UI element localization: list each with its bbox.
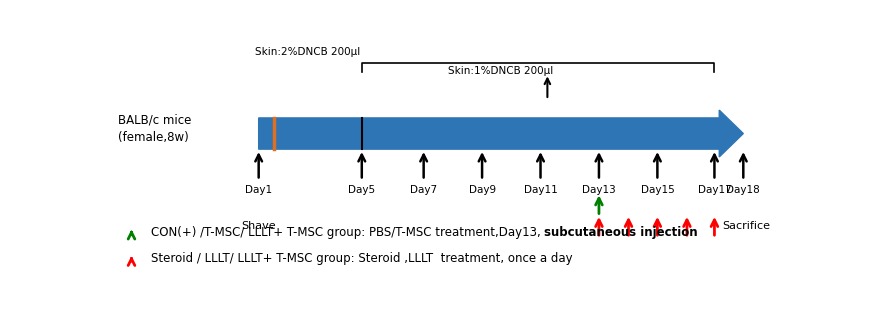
FancyArrow shape <box>259 110 742 157</box>
Text: Day18: Day18 <box>726 185 759 195</box>
Text: BALB/c mice
(female,8w): BALB/c mice (female,8w) <box>118 114 190 144</box>
Text: Shave: Shave <box>241 221 276 231</box>
Text: CON(+) /T-MSC/ LLLT+ T-MSC group: PBS/T-MSC treatment,Day13,: CON(+) /T-MSC/ LLLT+ T-MSC group: PBS/T-… <box>151 226 544 239</box>
Text: Day7: Day7 <box>409 185 437 195</box>
Text: Day17: Day17 <box>696 185 730 195</box>
Text: subcutaneous injection: subcutaneous injection <box>544 226 697 239</box>
Text: Skin:1%DNCB 200μl: Skin:1%DNCB 200μl <box>447 66 552 76</box>
Text: Day9: Day9 <box>468 185 495 195</box>
Text: Day5: Day5 <box>348 185 375 195</box>
Text: Day13: Day13 <box>581 185 615 195</box>
Text: Steroid / LLLT/ LLLT+ T-MSC group: Steroid ,LLLT  treatment, once a day: Steroid / LLLT/ LLLT+ T-MSC group: Stero… <box>151 252 571 265</box>
Text: Skin:2%DNCB 200μl: Skin:2%DNCB 200μl <box>255 47 360 57</box>
Text: Sacrifice: Sacrifice <box>722 221 770 231</box>
Text: Day15: Day15 <box>640 185 673 195</box>
Text: Day11: Day11 <box>523 185 556 195</box>
Text: Day1: Day1 <box>245 185 272 195</box>
